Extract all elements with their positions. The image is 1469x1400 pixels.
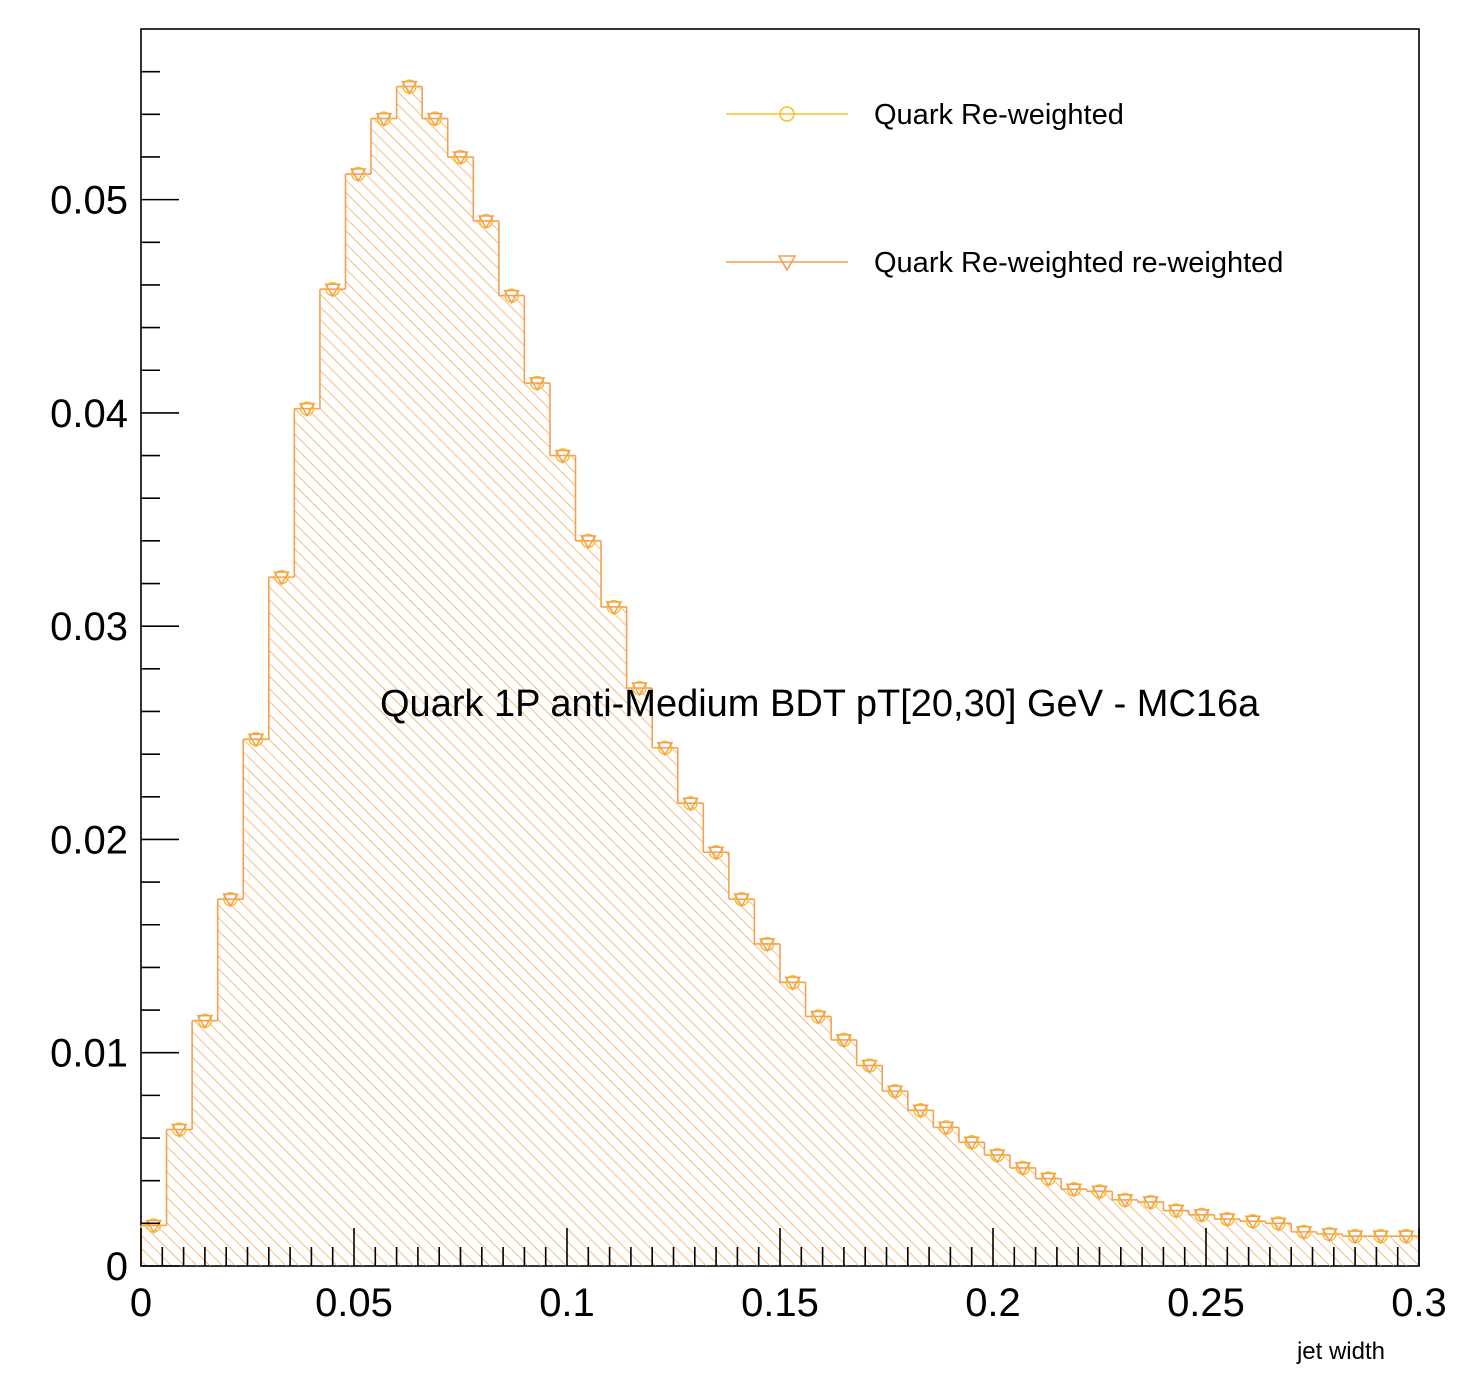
histogram-layer bbox=[140, 85, 1419, 1267]
data-point-series-2 bbox=[222, 893, 239, 908]
data-point-series-2 bbox=[196, 1014, 214, 1030]
y-tick-label: 0.03 bbox=[50, 605, 128, 649]
data-point-series-2 bbox=[810, 1010, 827, 1025]
data-point-series-2 bbox=[1295, 1226, 1313, 1241]
x-tick-label: 0.2 bbox=[965, 1281, 1021, 1325]
data-point-series-2 bbox=[247, 733, 265, 748]
data-point-series-2 bbox=[758, 938, 776, 953]
data-point-series-2 bbox=[273, 571, 290, 586]
data-point-series-2 bbox=[452, 151, 469, 166]
data-point-series-2 bbox=[554, 449, 572, 465]
data-point-series-2 bbox=[937, 1121, 955, 1136]
data-point-series-2 bbox=[1091, 1185, 1108, 1200]
data-point-series-2 bbox=[1244, 1215, 1262, 1230]
legend: Quark Re-weighted Quark Re-weighted re-w… bbox=[726, 99, 1283, 279]
x-tick-label: 0.05 bbox=[315, 1281, 393, 1325]
data-point-series-2 bbox=[528, 377, 546, 392]
legend-label-series-1: Quark Re-weighted bbox=[874, 99, 1124, 131]
data-point-series-2 bbox=[1116, 1194, 1134, 1209]
data-point-series-2 bbox=[477, 215, 495, 230]
data-point-series-2 bbox=[861, 1059, 878, 1075]
data-point-series-2 bbox=[656, 741, 674, 757]
x-tick-label: 0 bbox=[130, 1281, 152, 1325]
data-point-series-2 bbox=[1065, 1183, 1083, 1198]
legend-label-series-2: Quark Re-weighted re-weighted bbox=[874, 247, 1283, 279]
data-point-series-2 bbox=[733, 893, 750, 908]
data-point-series-2 bbox=[1346, 1230, 1364, 1245]
data-point-series-2 bbox=[1014, 1162, 1032, 1177]
data-point-series-2 bbox=[1040, 1172, 1057, 1188]
data-point-series-2 bbox=[784, 976, 802, 991]
data-point-series-2 bbox=[682, 797, 699, 812]
data-point-series-2 bbox=[145, 1219, 163, 1234]
data-point-series-2 bbox=[375, 112, 393, 128]
data-point-series-2 bbox=[503, 289, 520, 305]
data-point-series-2 bbox=[886, 1085, 904, 1100]
data-point-series-2 bbox=[1218, 1213, 1236, 1228]
data-point-series-2 bbox=[631, 682, 648, 697]
y-tick-label: 0.01 bbox=[50, 1032, 128, 1076]
data-point-series-2 bbox=[401, 80, 418, 96]
x-axis-title: jet width bbox=[1296, 1338, 1385, 1365]
x-tick-label: 0.3 bbox=[1391, 1281, 1447, 1325]
legend-marker-series-2 bbox=[777, 255, 797, 272]
data-point-series-2 bbox=[171, 1123, 188, 1138]
data-point-series-2 bbox=[912, 1104, 929, 1119]
data-point-series-2 bbox=[349, 168, 367, 183]
y-tick-label: 0.05 bbox=[50, 179, 128, 223]
legend-marker-series-1 bbox=[779, 106, 795, 122]
y-tick-label: 0.02 bbox=[50, 818, 128, 862]
data-point-series-2 bbox=[1397, 1230, 1415, 1245]
data-point-series-2 bbox=[988, 1149, 1006, 1164]
axes-layer: 0 0.05 0.1 0.15 0.2 0.25 0.3 0 0.01 0.02 0.03 0.04 0… bbox=[50, 70, 1447, 1325]
marker-layer bbox=[145, 79, 1415, 1245]
data-point-series-2 bbox=[1193, 1209, 1211, 1224]
data-point-series-2 bbox=[1167, 1204, 1185, 1220]
histogram-fill bbox=[141, 86, 1419, 1267]
data-point-series-2 bbox=[426, 112, 444, 128]
data-point-series-2 bbox=[1321, 1228, 1338, 1243]
data-point-series-2 bbox=[835, 1034, 853, 1049]
data-point-series-2 bbox=[298, 402, 316, 418]
y-tick-label: 0.04 bbox=[50, 392, 128, 436]
data-point-series-2 bbox=[324, 283, 342, 298]
data-point-series-2 bbox=[1372, 1230, 1389, 1245]
plot-annotation: Quark 1P anti-Medium BDT pT[20,30] GeV -… bbox=[380, 683, 1260, 725]
data-point-series-2 bbox=[605, 601, 623, 616]
x-tick-label: 0.15 bbox=[741, 1281, 819, 1325]
data-point-series-2 bbox=[707, 846, 725, 861]
x-tick-label: 0.1 bbox=[539, 1281, 595, 1325]
data-point-series-2 bbox=[1270, 1217, 1287, 1232]
data-point-series-2 bbox=[963, 1136, 981, 1151]
x-tick-label: 0.25 bbox=[1167, 1281, 1245, 1325]
data-point-series-2 bbox=[1142, 1196, 1159, 1211]
data-point-series-2 bbox=[579, 535, 597, 550]
y-tick-label: 0 bbox=[106, 1245, 128, 1289]
